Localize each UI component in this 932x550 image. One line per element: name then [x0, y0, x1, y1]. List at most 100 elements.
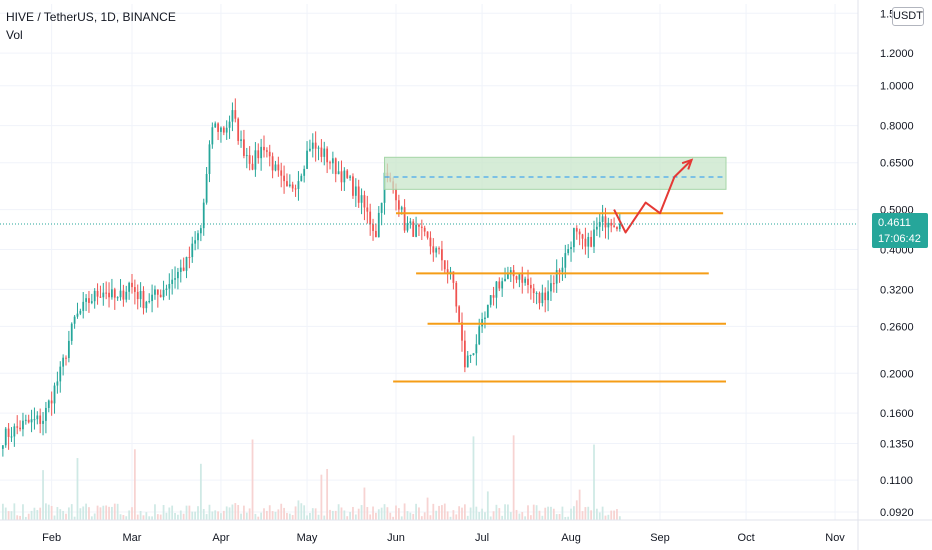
volume-bar [441, 505, 443, 520]
candle-body [363, 195, 366, 208]
volume-bar [159, 514, 162, 520]
candle-body [595, 226, 598, 230]
volume-bar [300, 503, 303, 520]
candle-body [429, 237, 432, 247]
volume-bar [311, 508, 314, 520]
candle-body [268, 151, 271, 157]
volume-bar [409, 512, 412, 520]
projection-arrowhead [681, 158, 694, 170]
candle-body [558, 270, 561, 272]
volume-bar [524, 516, 527, 520]
volume-bar [340, 507, 343, 520]
candle-body [610, 222, 613, 226]
volume-bar [532, 504, 535, 520]
y-tick-label: 0.1600 [880, 408, 914, 420]
volume-bar [283, 507, 285, 520]
candle-body [70, 323, 73, 341]
candle-body [165, 288, 168, 290]
candle-body [438, 248, 440, 250]
volume-bar [489, 516, 492, 520]
candle-body [397, 200, 400, 210]
y-tick-label: 0.2600 [880, 321, 914, 333]
symbol-title[interactable]: HIVE / TetherUS, 1D, BINANCE [6, 10, 176, 24]
candle-body [518, 274, 521, 280]
volume-bar [570, 508, 572, 520]
candle-body [16, 426, 19, 428]
candle-body [194, 240, 197, 244]
candle-body [291, 184, 294, 189]
candle-body [280, 170, 283, 176]
candle-body [136, 291, 139, 300]
candle-body [240, 139, 242, 141]
volume-bar [154, 504, 156, 520]
candle-body [578, 231, 581, 235]
candle-body [478, 326, 481, 345]
y-tick-label: 0.1100 [880, 475, 913, 487]
candle-body [475, 344, 478, 354]
candle-body [547, 291, 549, 301]
candle-body [443, 260, 446, 270]
volume-bar [472, 436, 475, 520]
candle-body [498, 281, 501, 289]
candle-body [458, 306, 461, 323]
volume-bar [555, 514, 558, 520]
volume-bar [85, 503, 87, 520]
target-zone [384, 156, 727, 190]
volume-bar [174, 513, 176, 520]
candle-body [375, 230, 377, 238]
volume-bar [177, 514, 179, 520]
candle-body [406, 223, 409, 231]
volume-bar [268, 505, 271, 520]
candle-body [168, 283, 171, 289]
volume-bar [573, 506, 575, 520]
candle-body [82, 301, 85, 311]
volume-indicator-label[interactable]: Vol [6, 28, 23, 42]
candle-body [199, 228, 202, 234]
volume-bar [610, 510, 613, 520]
candle-body [182, 267, 185, 271]
volume-bar [449, 516, 452, 520]
candle-body [24, 419, 27, 421]
candle-body [564, 253, 567, 268]
candle-body [133, 287, 136, 292]
volume-bar [10, 511, 13, 520]
candlestick-series [1, 98, 621, 457]
volume-histogram [1, 435, 621, 520]
volume-bar [125, 516, 128, 520]
y-tick-label: 0.6500 [880, 158, 914, 170]
volume-bar [27, 513, 30, 520]
candle-body [420, 226, 423, 228]
candle-body [441, 249, 443, 261]
volume-bar [469, 507, 472, 520]
volume-bar [616, 509, 618, 520]
volume-bar [122, 515, 125, 520]
currency-unit-label[interactable]: USDT [892, 7, 924, 26]
volume-bar [366, 507, 369, 520]
candle-body [323, 148, 326, 157]
volume-bar [475, 506, 478, 520]
candle-body [56, 381, 59, 386]
volume-bar [360, 505, 363, 520]
volume-bar [297, 500, 300, 520]
candle-body [461, 322, 463, 341]
volume-bar [39, 507, 42, 520]
candle-body [541, 292, 544, 304]
volume-bar [380, 507, 383, 520]
volume-bar [363, 487, 366, 520]
volume-bar [309, 512, 311, 520]
candle-body [102, 292, 105, 298]
volume-bar [337, 504, 340, 520]
volume-bar [420, 516, 423, 520]
candle-body [484, 317, 486, 320]
candle-body [271, 156, 274, 171]
y-tick-label: 0.1350 [880, 439, 914, 451]
volume-bar [507, 504, 509, 520]
candle-body [529, 284, 532, 289]
y-tick-label: 0.2000 [880, 368, 914, 380]
volume-bar [136, 514, 139, 520]
candle-body [277, 164, 280, 171]
candle-body [88, 298, 90, 303]
volume-bar [243, 505, 245, 520]
candle-body [544, 292, 547, 301]
